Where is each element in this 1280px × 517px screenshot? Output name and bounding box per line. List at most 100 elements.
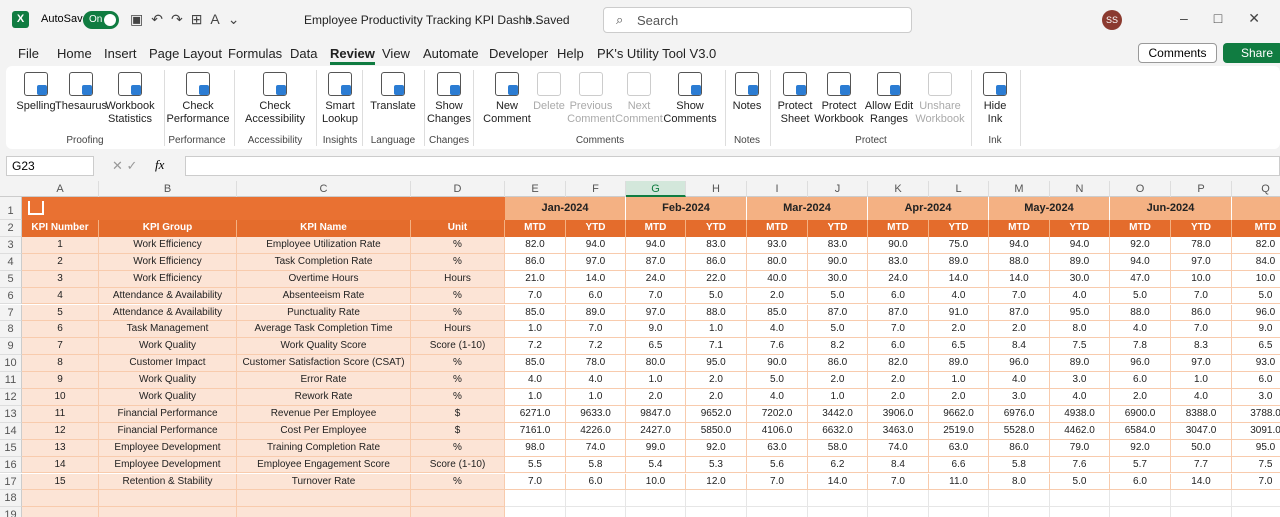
ribbon-tab[interactable]: PK's Utility Tool V3.0: [597, 46, 717, 61]
ribbon-tab[interactable]: Formulas: [228, 46, 283, 61]
ribbon-button-label[interactable]: Hide: [983, 100, 1007, 112]
ribbon-button-label[interactable]: Workbook: [105, 100, 155, 112]
ribbon-button-label[interactable]: Thesaurus: [55, 100, 107, 112]
value-cell: 47.0: [1110, 270, 1171, 288]
column-header[interactable]: P: [1171, 181, 1232, 197]
ribbon-button-label[interactable]: Ink: [987, 113, 1003, 125]
sheet-grid: A B C D E F G H I J K L M N O P Q 1 2 3 4 5 6 7 8 9 10 11 12 13 14 15 16…: [0, 181, 1280, 517]
row-header[interactable]: 15: [0, 439, 22, 457]
column-header[interactable]: E: [505, 181, 566, 197]
ribbon-tab[interactable]: Insert: [104, 46, 137, 61]
ribbon-button-label[interactable]: Translate: [370, 100, 416, 112]
ribbon-button-label[interactable]: Delete: [533, 100, 565, 112]
ribbon-button-label[interactable]: Allow Edit: [864, 100, 914, 112]
ribbon-tab[interactable]: Data: [290, 46, 318, 61]
row-header[interactable]: 12: [0, 389, 22, 406]
ribbon-button-label[interactable]: Spelling: [16, 100, 56, 112]
ribbon-tab[interactable]: View: [382, 46, 410, 61]
ribbon-button-label[interactable]: Check: [259, 100, 291, 112]
column-header[interactable]: H: [686, 181, 747, 197]
row-header[interactable]: 3: [0, 236, 22, 254]
ribbon-button-label[interactable]: Comments: [663, 113, 717, 125]
empty-cell: [505, 507, 566, 517]
row-header[interactable]: 18: [0, 490, 22, 508]
home-icon[interactable]: [28, 201, 44, 215]
row-header[interactable]: 7: [0, 304, 22, 322]
ribbon-button-label[interactable]: Sheet: [780, 113, 810, 125]
table-header: KPI Number: [22, 220, 99, 237]
column-header[interactable]: Q: [1232, 181, 1280, 197]
ribbon-tab[interactable]: Developer: [489, 46, 549, 61]
ribbon-button-label[interactable]: Workbook: [915, 113, 965, 125]
ribbon-tab[interactable]: Automate: [423, 46, 479, 61]
ribbon-button-label[interactable]: Comment: [567, 113, 615, 125]
ribbon-button-label[interactable]: New: [495, 100, 518, 112]
column-header[interactable]: I: [747, 181, 808, 197]
column-header[interactable]: D: [411, 181, 505, 197]
value-cell: 9.0: [626, 321, 686, 339]
row-header[interactable]: 16: [0, 456, 22, 474]
formula-input[interactable]: [185, 156, 1280, 176]
column-header[interactable]: J: [808, 181, 868, 197]
ribbon-tab[interactable]: Home: [57, 46, 92, 61]
row-header[interactable]: 14: [0, 422, 22, 440]
quick-access[interactable]: ▣↶↷⊞A⌄: [130, 11, 248, 27]
column-header[interactable]: K: [868, 181, 929, 197]
ribbon-button-label[interactable]: Check: [182, 100, 214, 112]
row-header[interactable]: 10: [0, 355, 22, 373]
row-header[interactable]: 6: [0, 287, 22, 305]
ribbon-button-label[interactable]: Changes: [426, 113, 472, 125]
value-cell: 7.0: [505, 287, 566, 305]
column-header[interactable]: N: [1050, 181, 1110, 197]
name-box[interactable]: G23: [6, 156, 94, 176]
ribbon-button-label[interactable]: Show: [435, 100, 463, 112]
window-controls[interactable]: –□✕: [1180, 10, 1280, 26]
ribbon-button-label[interactable]: Unshare: [919, 100, 961, 112]
row-header[interactable]: 13: [0, 405, 22, 423]
ribbon-icon: [537, 72, 561, 96]
comments-button[interactable]: Comments: [1138, 43, 1217, 63]
column-header[interactable]: C: [237, 181, 411, 197]
value-cell: 5.8: [989, 456, 1050, 474]
ribbon-button-label[interactable]: Accessibility: [245, 113, 305, 125]
ribbon-button-label[interactable]: Protect: [821, 100, 857, 112]
ribbon-tab[interactable]: Review: [330, 46, 375, 65]
row-header[interactable]: 8: [0, 321, 22, 339]
period-header: MTD: [747, 220, 808, 237]
ribbon-button-label[interactable]: Protect: [777, 100, 813, 112]
column-header[interactable]: M: [989, 181, 1050, 197]
column-header[interactable]: L: [929, 181, 989, 197]
ribbon-tab[interactable]: Page Layout: [149, 46, 223, 61]
ribbon-button-label[interactable]: Previous: [569, 100, 613, 112]
row-header[interactable]: 17: [0, 473, 22, 491]
ribbon-tab[interactable]: File: [18, 46, 39, 61]
ribbon-button-label[interactable]: Performance: [166, 113, 230, 125]
column-header[interactable]: O: [1110, 181, 1171, 197]
ribbon-button-label[interactable]: Comment: [483, 113, 531, 125]
ribbon-button-label[interactable]: Show: [676, 100, 704, 112]
row-header[interactable]: 9: [0, 338, 22, 356]
ribbon-tab[interactable]: Help: [557, 46, 584, 61]
column-header[interactable]: A: [22, 181, 99, 197]
row-header[interactable]: 1: [0, 197, 22, 220]
ribbon-button-label[interactable]: Ranges: [870, 113, 908, 125]
row-header[interactable]: 4: [0, 253, 22, 271]
ribbon-button-label[interactable]: Smart: [325, 100, 355, 112]
ribbon-button-label[interactable]: Statistics: [107, 113, 152, 125]
ribbon-button-label[interactable]: Notes: [732, 100, 762, 112]
row-header[interactable]: 5: [0, 270, 22, 288]
column-header[interactable]: G: [626, 181, 686, 197]
row-header[interactable]: 11: [0, 372, 22, 389]
ribbon-button-label[interactable]: Lookup: [321, 113, 359, 125]
ribbon-button-label[interactable]: Comment: [615, 113, 663, 125]
row-header[interactable]: 19: [0, 507, 22, 517]
row-header[interactable]: 2: [0, 220, 22, 237]
search-box[interactable]: ⌕ Search: [603, 7, 912, 33]
ribbon-button-label[interactable]: Workbook: [814, 113, 864, 125]
ribbon-button-label[interactable]: Next: [627, 100, 651, 112]
user-avatar[interactable]: SS: [1102, 10, 1122, 30]
share-button[interactable]: Share: [1223, 43, 1280, 63]
column-header[interactable]: B: [99, 181, 237, 197]
column-header[interactable]: F: [566, 181, 626, 197]
autosave-toggle[interactable]: On: [83, 11, 119, 29]
